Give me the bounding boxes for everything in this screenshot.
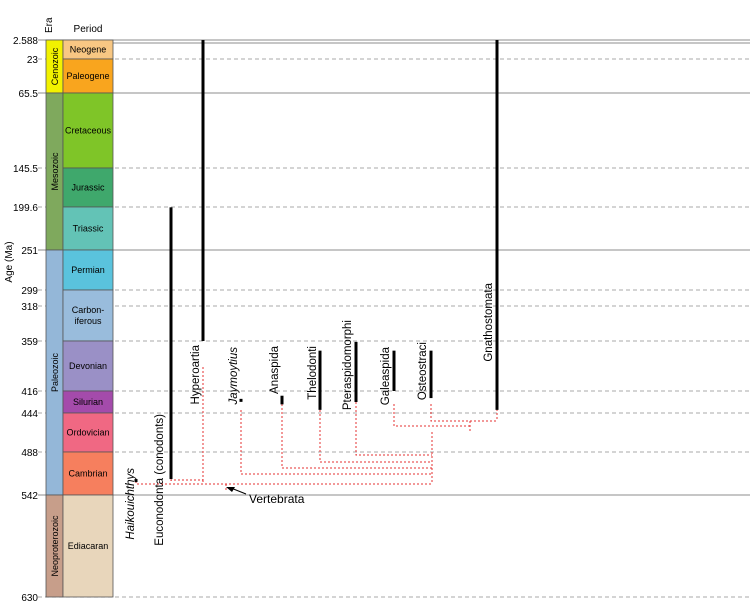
era-label-mesozoic: Mesozoic <box>50 152 60 191</box>
taxon-label-thelodonti: Thelodonti <box>307 346 319 400</box>
age-tick-label: 23 <box>27 55 39 66</box>
period-label-devonian: Devonian <box>69 361 107 371</box>
age-tick-label: 630 <box>21 593 38 604</box>
age-tick-label: 542 <box>21 491 38 502</box>
branch-euconodonta <box>170 479 203 481</box>
branch-jaymoytius <box>240 410 432 475</box>
taxon-label-haikouichthys: Haikouichthys <box>125 468 137 540</box>
branch-haikouichthys <box>135 481 432 485</box>
period-label-silurian: Silurian <box>73 397 103 407</box>
vertebrata-annotation: Vertebrata <box>226 487 305 506</box>
taxon-label-gnathostomata: Gnathostomata <box>483 282 495 361</box>
vertebrata-label: Vertebrata <box>249 492 305 506</box>
taxon-labels: Haikouichthys Euconodonta (conodonts) Hy… <box>125 282 495 545</box>
period-block-carboniferous <box>62 289 114 342</box>
period-block-cambrian <box>62 451 114 496</box>
period-label-ediacaran: Ediacaran <box>68 541 109 551</box>
age-tick-label: 145.5 <box>13 164 38 175</box>
branch-anaspida <box>281 400 432 469</box>
taxon-range-bars <box>134 40 499 483</box>
period-block-ediacaran <box>62 494 114 598</box>
age-tick-label: 318 <box>21 302 38 313</box>
taxon-label-pteraspidomorphi: Pteraspidomorphi <box>342 320 354 410</box>
age-tick-label: 444 <box>21 409 38 420</box>
period-header: Period <box>74 24 103 35</box>
period-label-carboniferous: iferous <box>74 316 102 326</box>
age-tick-label: 199.6 <box>13 203 38 214</box>
range-bar-hyperoartia <box>201 40 205 341</box>
branch-galeaspida <box>393 404 470 427</box>
vertebrata-arrowhead <box>226 487 235 492</box>
taxon-label-anaspida: Anaspida <box>269 345 281 394</box>
period-label-carboniferous: Carbon- <box>72 305 105 315</box>
period-label-triassic: Triassic <box>73 224 104 234</box>
age-tick-label: 251 <box>21 246 38 257</box>
range-bar-gnathostomata <box>495 40 499 410</box>
era-label-paleozoic: Paleozoic <box>50 352 60 392</box>
period-block-permian <box>62 249 114 291</box>
taxon-label-euconodonta: Euconodonta (conodonts) <box>154 414 166 546</box>
range-bar-jaymoytius <box>239 398 243 402</box>
period-block-jurassic <box>62 167 114 208</box>
age-tick-label: 299 <box>21 286 38 297</box>
range-bar-galeaspida <box>392 350 396 391</box>
period-block-ordovician <box>62 412 114 453</box>
era-label-neoproterozoic: Neoproterozoic <box>50 515 60 577</box>
age-tick-label: 359 <box>21 337 38 348</box>
period-block-triassic <box>62 206 114 251</box>
age-tick-label: 416 <box>21 387 38 398</box>
age-gridlines <box>38 39 750 598</box>
range-bar-anaspida <box>280 395 284 405</box>
era-column: Cenozoic Mesozoic Paleozoic Neoproterozoic <box>45 39 64 598</box>
taxon-label-jaymoytius: Jaymoytius <box>228 347 240 406</box>
range-bar-osteostraci <box>429 350 433 399</box>
period-label-cambrian: Cambrian <box>68 469 107 479</box>
age-tick-labels: 2.588 23 65.5 145.5 199.6 251 299 318 359 416 444 4… <box>13 36 38 604</box>
period-label-jurassic: Jurassic <box>71 183 105 193</box>
range-bar-haikouichthys <box>134 479 138 483</box>
taxon-label-osteostraci: Osteostraci <box>417 342 429 400</box>
age-tick-label: 65.5 <box>19 89 39 100</box>
period-column: QuaternaryNeogenePaleogeneCretaceousJura… <box>62 39 114 598</box>
age-axis-label: Age (Ma) <box>4 241 15 282</box>
branch-pteraspidomorphi <box>355 402 432 456</box>
range-bar-thelodonti <box>318 350 322 410</box>
branch-thelodonti <box>319 410 432 463</box>
branch-osteostraci <box>430 404 497 422</box>
era-header: Era <box>44 17 55 33</box>
range-bar-pteraspidomorphi <box>354 341 358 402</box>
period-label-ordovician: Ordovician <box>66 428 109 438</box>
taxon-label-galeaspida: Galeaspida <box>380 346 392 405</box>
period-label-permian: Permian <box>71 265 105 275</box>
period-label-cretaceous: Cretaceous <box>65 126 112 136</box>
age-tick-label: 2.588 <box>13 36 38 47</box>
age-tick-label: 488 <box>21 448 38 459</box>
range-bar-euconodonta <box>169 207 173 480</box>
taxon-label-hyperoartia: Hyperoartia <box>190 344 202 404</box>
era-label-cenozoic: Cenozoic <box>50 47 60 85</box>
period-label-neogene: Neogene <box>70 45 107 55</box>
period-label-paleogene: Paleogene <box>66 71 109 81</box>
